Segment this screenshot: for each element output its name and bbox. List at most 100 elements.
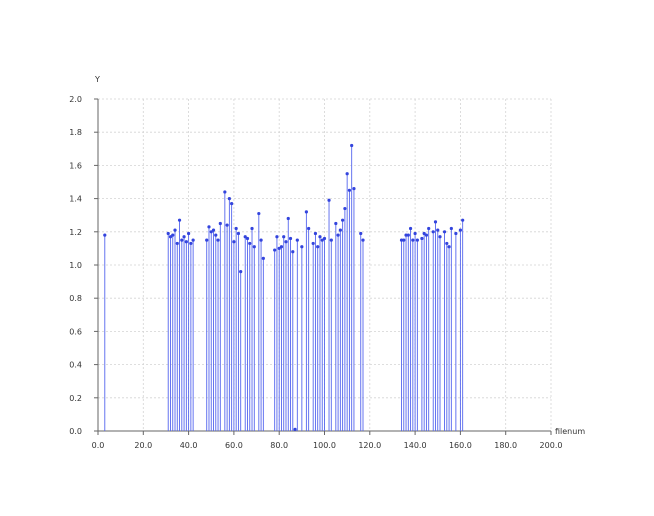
data-point (293, 427, 297, 431)
data-point (286, 216, 290, 221)
y-tick-label: 0.4 (69, 361, 82, 370)
data-point (205, 238, 209, 242)
data-point (103, 233, 107, 237)
data-point (223, 190, 227, 194)
data-point (422, 231, 426, 236)
x-tick-label: 120.0 (358, 441, 381, 450)
data-point (216, 238, 220, 242)
data-point (288, 236, 293, 241)
y-tick-label: 0.6 (69, 327, 82, 336)
y-tick-label: 0.0 (69, 427, 82, 436)
data-point (304, 210, 308, 214)
x-tick-label: 140.0 (404, 441, 427, 450)
data-point (295, 238, 299, 242)
data-point (338, 228, 342, 232)
y-tick-label: 0.8 (69, 294, 82, 303)
data-point (175, 241, 179, 246)
data-point (318, 235, 322, 239)
data-point (214, 233, 218, 237)
y-tick-label: 1.2 (69, 228, 82, 237)
data-point (177, 218, 182, 222)
data-point (171, 233, 175, 237)
data-point (284, 240, 288, 244)
data-point (187, 231, 191, 236)
data-point (336, 233, 340, 237)
data-point (230, 201, 234, 206)
data-point (352, 187, 356, 191)
data-point (239, 270, 243, 274)
data-point (277, 246, 281, 250)
data-point (322, 236, 327, 241)
data-point (300, 245, 304, 249)
y-tick-label: 1.0 (69, 261, 82, 270)
data-point (166, 231, 170, 236)
data-point (307, 226, 311, 231)
data-point (259, 238, 263, 242)
data-point (404, 233, 408, 237)
data-point (454, 231, 458, 236)
data-point (291, 250, 295, 254)
data-point (282, 235, 286, 239)
data-point (248, 241, 252, 246)
x-tick-label: 0.0 (92, 441, 105, 450)
data-point (341, 218, 345, 222)
data-point (279, 245, 284, 249)
data-point (408, 226, 413, 231)
y-tick-label: 1.8 (69, 128, 82, 137)
data-point (399, 238, 404, 242)
data-point (180, 238, 184, 242)
data-point (411, 238, 415, 242)
data-point (402, 238, 406, 242)
y-tick-label: 2.0 (69, 95, 82, 104)
data-point (173, 228, 177, 232)
tick-labels: 0.0 20.0 40.0 60.0 80.0 100.0 120.0 140.0 160.0 1… (69, 95, 562, 450)
data-point (275, 235, 279, 239)
x-tick-label: 200.0 (540, 441, 563, 450)
x-tick-label: 100.0 (313, 441, 336, 450)
data-point (236, 231, 241, 236)
y-axis-label: Y (94, 75, 100, 84)
data-point (225, 223, 229, 227)
data-point (184, 240, 188, 244)
data-point (427, 226, 431, 231)
x-tick-label: 160.0 (449, 441, 472, 450)
data-point (424, 233, 429, 237)
data-point (311, 241, 315, 246)
data-point (329, 238, 333, 242)
x-tick-label: 180.0 (494, 441, 517, 450)
data-point (431, 230, 435, 234)
data-point (232, 240, 236, 244)
data-point (433, 220, 438, 224)
y-tick-label: 0.2 (69, 394, 82, 403)
data-point (345, 172, 349, 176)
data-point (415, 238, 419, 242)
data-point (245, 236, 250, 241)
x-tick-label: 80.0 (270, 441, 288, 450)
data-point (438, 235, 442, 239)
data-point (168, 235, 173, 239)
data-point (316, 245, 320, 249)
data-point (406, 233, 410, 237)
data-point (420, 236, 424, 241)
data-point (313, 231, 318, 236)
x-tick-label: 60.0 (225, 441, 243, 450)
data-point (442, 230, 447, 234)
data-point (334, 221, 338, 226)
data-point (209, 230, 213, 234)
data-point (252, 245, 256, 249)
data-marks (103, 143, 465, 431)
data-point (361, 238, 365, 242)
x-tick-label: 20.0 (134, 441, 152, 450)
data-point (327, 198, 331, 202)
data-point (347, 188, 352, 192)
data-point (257, 211, 261, 216)
data-point (191, 238, 195, 242)
data-point (218, 221, 222, 226)
data-point (189, 241, 193, 246)
data-point (273, 248, 277, 252)
data-point (413, 231, 417, 236)
data-point (449, 226, 453, 231)
data-point (261, 256, 265, 260)
data-point (447, 245, 451, 249)
